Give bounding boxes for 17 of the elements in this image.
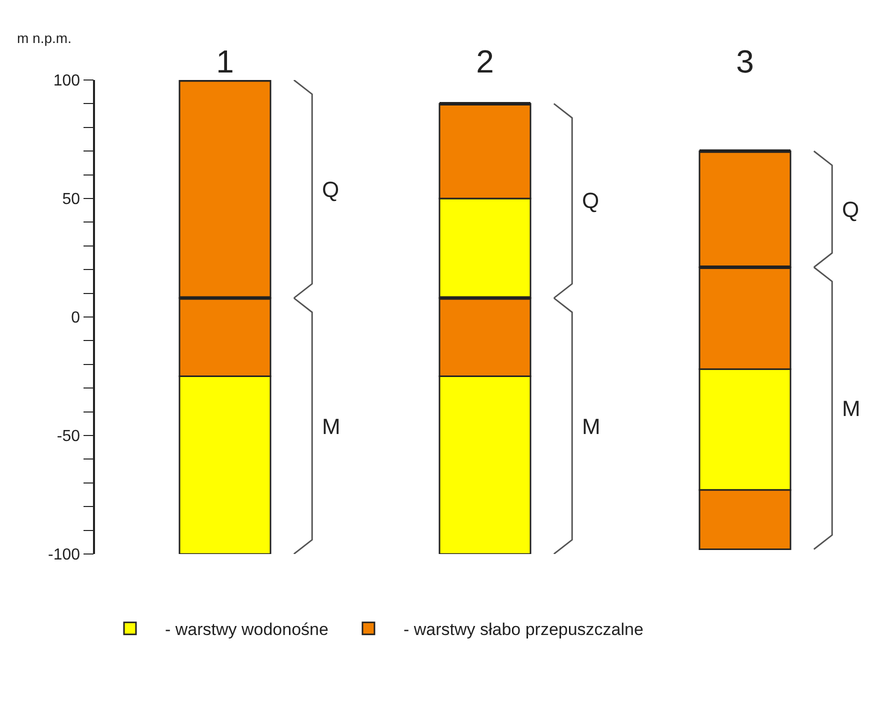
- y-axis-title: m n.p.m.: [17, 30, 72, 46]
- legend-label: - warstwy słabo przepuszczalne: [403, 620, 644, 640]
- annotation: M: [582, 414, 600, 439]
- annotation: Q: [582, 188, 600, 213]
- annotation: M: [842, 396, 860, 421]
- y-tick-label: 100: [53, 72, 80, 90]
- legend-label: - warstwy wodonośne: [165, 620, 328, 640]
- annotation: Q: [322, 177, 340, 202]
- annotation: Q: [842, 197, 860, 222]
- y-tick-label: 0: [71, 310, 80, 327]
- y-tick-label: -50: [56, 428, 80, 446]
- x-tick-label: 3: [736, 44, 754, 80]
- y-tick-label: 50: [62, 191, 80, 208]
- annotation: M: [322, 414, 340, 439]
- x-tick-label: 2: [476, 44, 494, 80]
- x-tick-label: 1: [216, 44, 234, 80]
- y-tick-label: -100: [48, 546, 80, 564]
